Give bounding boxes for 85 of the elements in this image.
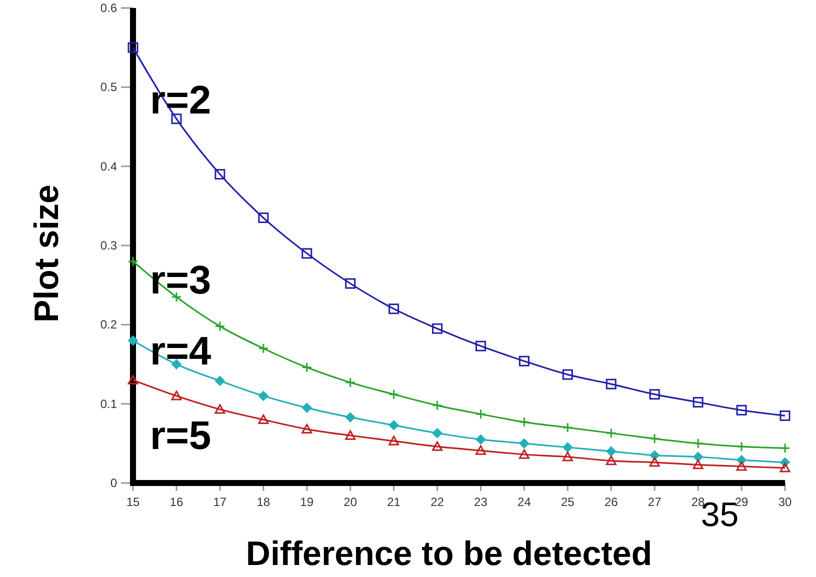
- point: [692, 397, 704, 408]
- point: [475, 445, 486, 455]
- point: [128, 42, 138, 53]
- point: [432, 428, 442, 438]
- point: [214, 321, 226, 332]
- point: [345, 278, 356, 289]
- x-tick-label: 29: [734, 495, 749, 509]
- x-tick-label: 23: [474, 495, 488, 509]
- point: [258, 390, 268, 401]
- point: [475, 408, 486, 420]
- point: [736, 441, 747, 452]
- point: [562, 442, 573, 452]
- x-tick-label: 16: [170, 495, 184, 509]
- series-label: r=3: [150, 258, 212, 302]
- point: [475, 340, 486, 352]
- point: [780, 410, 790, 421]
- x-tick-label: 30: [778, 495, 792, 509]
- x-axis-title: Difference to be detected: [246, 535, 652, 573]
- point: [518, 416, 530, 428]
- point: [780, 462, 790, 472]
- point: [388, 436, 400, 446]
- point: [258, 343, 269, 354]
- y-tick-label: 0.5: [100, 80, 118, 94]
- point: [345, 430, 356, 440]
- series-label: r=4: [150, 330, 212, 374]
- point: [302, 424, 312, 434]
- point: [780, 442, 790, 454]
- point: [649, 433, 660, 444]
- x-tick-label: 24: [518, 495, 532, 509]
- point: [736, 461, 747, 471]
- x-tick-label: 22: [430, 495, 444, 509]
- point: [518, 449, 530, 459]
- y-tick-label: 0.6: [100, 1, 118, 15]
- point: [562, 452, 573, 462]
- point: [128, 256, 138, 267]
- series-label: r=5: [150, 414, 212, 458]
- point: [388, 304, 400, 314]
- point: [432, 441, 443, 451]
- x-tick-label: 25: [560, 495, 575, 509]
- y-axis-title: Plot size: [28, 184, 66, 322]
- point: [302, 362, 312, 373]
- point: [606, 446, 616, 456]
- point: [476, 434, 486, 444]
- point: [692, 460, 704, 470]
- point: [258, 414, 269, 424]
- point: [128, 336, 138, 346]
- point: [171, 390, 182, 400]
- point: [258, 212, 269, 224]
- point: [606, 378, 616, 390]
- point: [302, 248, 312, 259]
- point: [432, 323, 443, 334]
- point: [693, 452, 704, 462]
- x-tick-label: 26: [604, 495, 618, 509]
- point: [214, 376, 225, 386]
- point: [128, 374, 138, 384]
- y-tick-label: 0.3: [100, 238, 118, 252]
- point: [649, 457, 660, 467]
- point: [345, 377, 356, 388]
- point: [388, 389, 400, 400]
- y-tick-label: 0.2: [100, 318, 118, 332]
- point: [388, 420, 399, 430]
- point: [518, 356, 530, 366]
- point: [345, 412, 356, 422]
- x-tick-label: 17: [213, 495, 227, 509]
- x-tick-label: 21: [387, 495, 401, 509]
- x-tick-label: 18: [256, 495, 270, 509]
- x-tick-label: 20: [344, 495, 358, 509]
- point: [736, 404, 747, 416]
- y-tick-label: 0.4: [100, 159, 118, 174]
- point: [649, 389, 660, 400]
- point: [692, 438, 704, 449]
- point: [214, 169, 226, 180]
- y-tick-label: 0.1: [100, 396, 118, 411]
- point: [519, 438, 530, 448]
- x-tick-label: 27: [648, 495, 662, 509]
- point: [214, 404, 226, 414]
- x-tick-label: 15: [126, 495, 140, 509]
- point: [432, 400, 443, 411]
- point: [606, 456, 616, 466]
- y-tick-label: 0: [110, 476, 118, 490]
- point: [606, 428, 616, 438]
- x-tick-label: 19: [300, 495, 314, 509]
- point: [562, 422, 573, 433]
- point: [562, 369, 573, 380]
- point: [302, 402, 312, 413]
